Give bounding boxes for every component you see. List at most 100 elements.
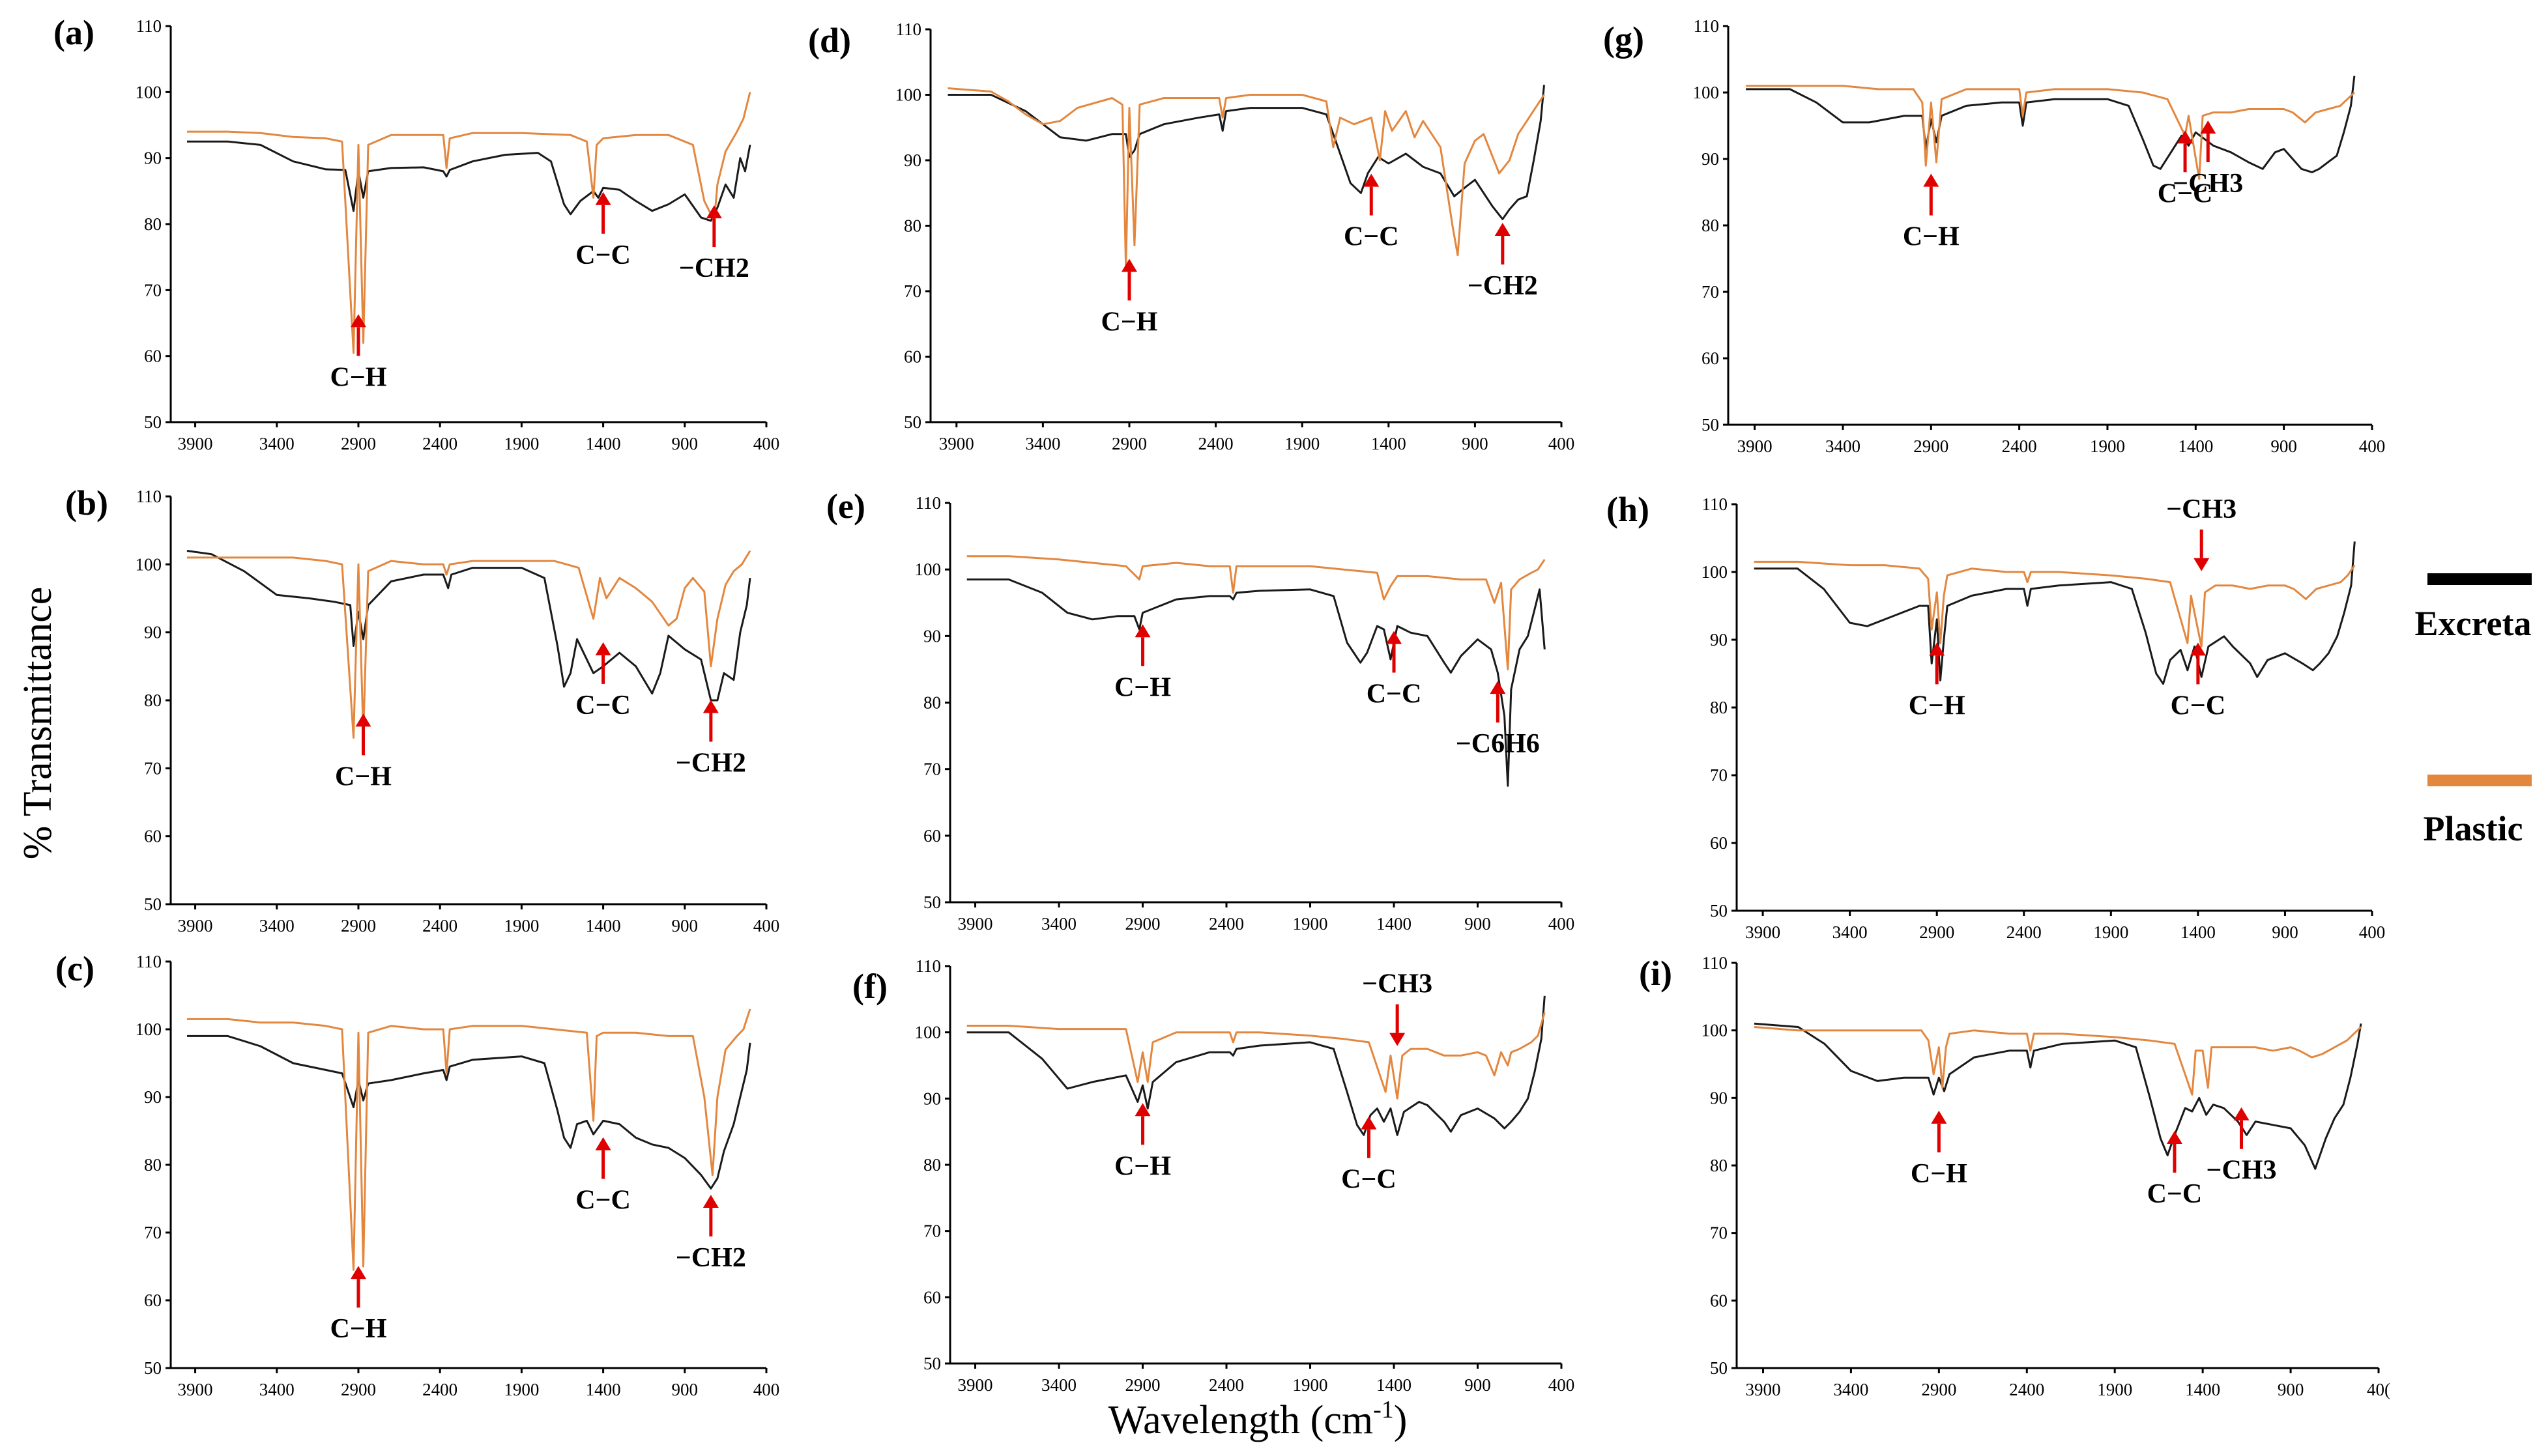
x-tick-label: 1900 — [504, 434, 539, 453]
series-plastic-line — [187, 1008, 751, 1271]
y-tick-label: 90 — [144, 149, 162, 168]
x-tick-label: 1400 — [586, 434, 621, 453]
panel-a: (a) 50 60 70 80 90 100 110 3900 3400 2900 2400 1900 1… — [53, 13, 779, 453]
x-tick-label: 3900 — [1745, 922, 1780, 942]
y-tick-label: 60 — [923, 1287, 941, 1307]
y-tick-label: 90 — [1701, 149, 1719, 169]
x-tick-label: 2900 — [341, 434, 376, 453]
peak-annotation-label: C−H — [330, 1314, 387, 1344]
y-tick-label: 50 — [144, 894, 162, 914]
x-tick-label: 900 — [672, 1380, 699, 1399]
y-tick-label: 70 — [1710, 765, 1728, 785]
y-tick-label: 60 — [923, 826, 941, 846]
y-tick-label: 80 — [1710, 1156, 1728, 1175]
panel-letter: (g) — [1603, 20, 1644, 59]
y-tick-label: 50 — [1710, 1358, 1728, 1378]
y-tick-label: 100 — [136, 1020, 162, 1039]
y-tick-label: 80 — [1701, 216, 1719, 235]
y-tick-label: 100 — [915, 1023, 942, 1042]
y-tick-label: 80 — [144, 691, 162, 710]
y-tick-label: 90 — [144, 623, 162, 642]
x-tick-label: 400 — [2359, 922, 2386, 942]
y-tick-label: 110 — [1702, 953, 1728, 973]
x-tick-label: 3400 — [259, 1380, 295, 1399]
panel-letter: (b) — [65, 483, 108, 522]
series-plastic-line — [1754, 560, 2356, 648]
y-tick-label: 90 — [904, 150, 921, 170]
panel-letter: (e) — [826, 487, 865, 526]
x-tick-label: 900 — [2278, 1380, 2304, 1399]
x-tick-label: 2400 — [2009, 1380, 2044, 1399]
series-plastic-line — [1754, 1026, 2362, 1096]
peak-arrow-head — [1931, 1110, 1947, 1124]
peak-annotation-label: −CH3 — [1362, 969, 1432, 999]
y-tick-label: 100 — [1693, 83, 1720, 102]
panel-f: (f) 50 60 70 80 90 100 110 3900 3400 2900 2400 1900 1… — [852, 956, 1574, 1395]
peak-arrow-head — [2177, 130, 2193, 144]
y-tick-label: 80 — [904, 216, 921, 236]
panel-letter: (i) — [1639, 954, 1672, 993]
x-tick-label: 1400 — [1376, 914, 1412, 934]
y-tick-label: 90 — [1710, 630, 1728, 649]
y-tick-label: 80 — [1710, 698, 1728, 717]
peak-arrow-head — [1929, 642, 1945, 656]
series-plastic-line — [966, 1012, 1546, 1100]
panel-g: (g) 50 60 70 80 90 100 110 3900 3400 2900 2400 1900 1… — [1603, 16, 2385, 456]
peak-arrow-head — [1389, 1033, 1406, 1046]
y-tick-label: 90 — [923, 626, 941, 646]
peak-arrow-head — [595, 642, 611, 655]
x-tick-label: 2900 — [1913, 436, 1948, 456]
peak-annotation-label: −CH2 — [676, 1243, 746, 1273]
y-tick-label: 80 — [923, 693, 941, 713]
peak-annotation-label: −CH3 — [2173, 169, 2243, 199]
peak-annotation-label: −C6H6 — [1456, 729, 1540, 759]
y-tick-label: 110 — [136, 952, 162, 971]
y-tick-label: 110 — [916, 493, 942, 513]
y-tick-label: 50 — [904, 412, 921, 432]
y-tick-label: 90 — [144, 1087, 162, 1107]
peak-annotation-label: C−H — [1101, 307, 1158, 337]
x-axis-label: Wavelength (cm-1) — [1108, 1396, 1408, 1442]
y-tick-label: 100 — [895, 85, 922, 105]
x-tick-label: 1900 — [2090, 436, 2125, 456]
y-tick-label: 60 — [1710, 1291, 1728, 1310]
x-tick-label: 3900 — [958, 1375, 993, 1395]
y-tick-label: 60 — [144, 827, 162, 846]
series-excreta-line — [966, 995, 1546, 1136]
peak-arrow-head — [595, 192, 611, 205]
x-tick-label: 3400 — [259, 434, 295, 453]
y-tick-label: 70 — [144, 280, 162, 300]
y-tick-label: 90 — [923, 1089, 941, 1108]
peak-arrow-head — [1386, 631, 1402, 644]
x-tick-label: 900 — [2272, 922, 2298, 942]
panel-e: (e) 50 60 70 80 90 100 110 3900 3400 2900 2400 1900 1… — [826, 487, 1574, 934]
peak-arrow-head — [1494, 223, 1511, 236]
series-plastic-line — [1746, 85, 2355, 180]
x-tick-label: 1400 — [586, 1380, 621, 1399]
y-tick-label: 110 — [136, 487, 162, 506]
y-tick-label: 100 — [136, 82, 162, 102]
x-tick-label: 1900 — [504, 916, 539, 935]
x-tick-label: 1900 — [2093, 922, 2128, 942]
x-tick-label: 2400 — [422, 1380, 457, 1399]
x-tick-label: 900 — [1464, 1375, 1491, 1395]
peak-arrow-head — [2166, 1131, 2182, 1145]
peak-arrow-head — [702, 1195, 719, 1208]
series-excreta-line — [1754, 1022, 2362, 1170]
y-tick-label: 70 — [923, 1221, 941, 1241]
x-tick-label: 3900 — [178, 916, 213, 935]
y-tick-label: 100 — [1701, 562, 1728, 582]
y-tick-label: 50 — [144, 1358, 162, 1378]
y-tick-label: 50 — [923, 892, 941, 912]
peak-annotation-label: C−C — [2171, 691, 2226, 721]
peak-arrow-head — [1363, 173, 1380, 187]
peak-arrow-head — [2190, 642, 2206, 656]
y-tick-label: 50 — [1710, 901, 1728, 921]
x-tick-label: 1400 — [586, 916, 621, 935]
peak-annotation-label: −CH3 — [2166, 494, 2237, 524]
y-tick-label: 70 — [1710, 1223, 1728, 1243]
x-tick-label: 2900 — [1125, 1375, 1161, 1395]
legend-plastic-label: Plastic — [2424, 809, 2523, 848]
panel-letter: (d) — [808, 21, 851, 60]
x-tick-label: 1900 — [1293, 914, 1328, 934]
